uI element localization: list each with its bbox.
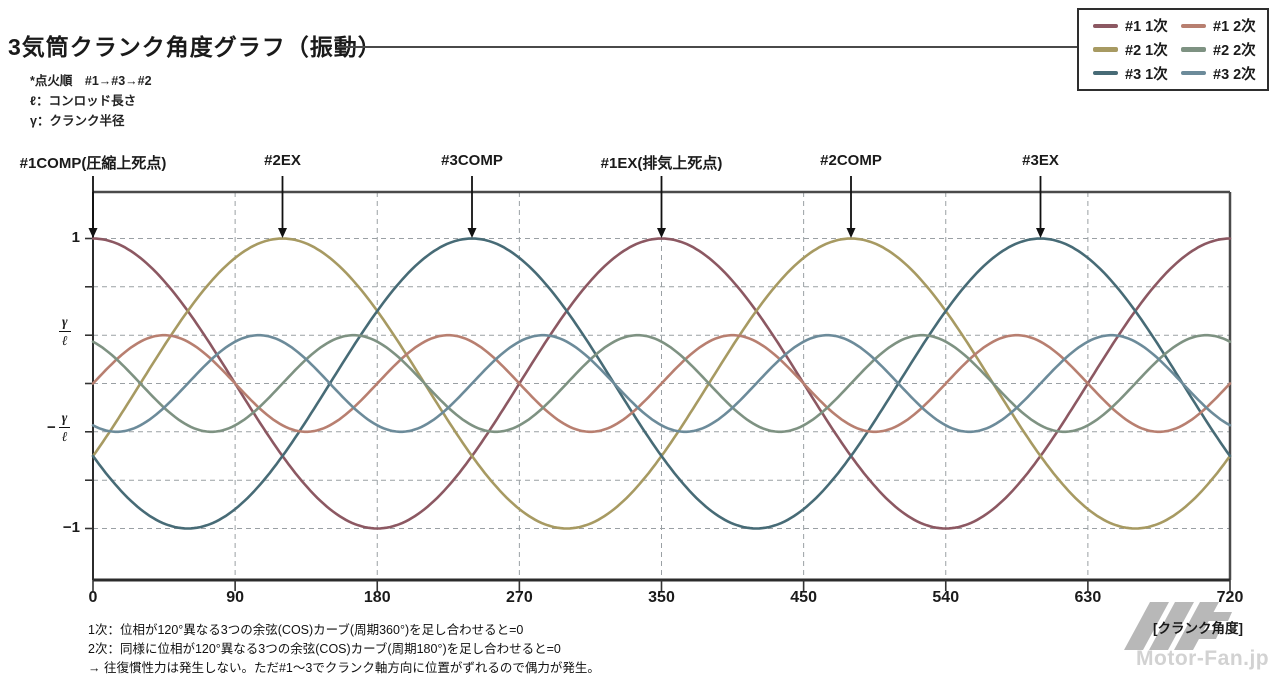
x-tick-label: 0 <box>88 589 98 606</box>
crank-radius-note: γ：クランク半径 <box>30 114 125 128</box>
legend-swatch <box>1181 70 1206 76</box>
ell-symbol: ℓ <box>61 428 68 444</box>
series-curve-3 <box>91 237 1232 530</box>
series-curve-4 <box>91 333 1232 434</box>
annotation-arrowhead-icon <box>88 228 98 238</box>
annotation-label: #1COMP(圧縮上死点) <box>19 155 167 172</box>
x-tick-label: 350 <box>648 589 675 606</box>
x-tick-label: 450 <box>790 589 817 606</box>
conrod-length-note: ℓ：コンロッド長さ <box>30 94 137 108</box>
legend-item-label: #2 1次 <box>1125 42 1168 59</box>
gamma-over-ell-fraction: γ ℓ <box>59 315 71 347</box>
firing-order-note: *点火順 #1→#3→#2 <box>30 74 152 88</box>
annotation-arrowhead-icon <box>657 228 666 238</box>
watermark-text: Motor-Fan.jp <box>1136 647 1270 670</box>
title-rule <box>338 46 1077 48</box>
legend-item-label: #3 2次 <box>1213 66 1256 83</box>
y-axis-label-1: 1 <box>71 229 80 246</box>
gamma-over-ell-fraction: γ ℓ <box>58 411 71 444</box>
legend-swatch <box>1093 47 1118 52</box>
ell-symbol: ℓ <box>61 332 68 348</box>
legend-item-label: #2 2次 <box>1213 42 1256 59</box>
x-tick-label: 540 <box>932 589 960 606</box>
legend-item: #2 2次 <box>1181 38 1261 62</box>
legend-swatch <box>1181 47 1206 52</box>
legend-item: #1 2次 <box>1181 14 1261 38</box>
legend-swatch <box>1093 70 1118 76</box>
footnote-line-2: 2次：同様に位相が120°異なる3つの余弦(COS)カーブ(周期180°)を足し… <box>88 642 561 656</box>
legend-item-label: #1 1次 <box>1125 19 1168 36</box>
series-curve-5 <box>91 333 1232 434</box>
x-axis-unit-label: [クランク角度] <box>1153 621 1243 636</box>
annotation-arrowhead-icon <box>467 228 477 238</box>
legend-items: #1 1次 #2 1次 #3 1次 #1 2次 #2 2次 #3 2次 <box>1079 10 1267 89</box>
x-tick-label: 630 <box>1074 589 1102 606</box>
y-axis-label-gamma-over-ell: γ ℓ <box>59 315 71 347</box>
annotation-label: #2EX <box>264 152 301 169</box>
footnote-line-3: → 往復慣性力は発生しない。ただ#1～3でクランク軸方向に位置がずれるので偶力が… <box>88 661 600 675</box>
x-tick-label: 270 <box>506 589 533 606</box>
gamma-symbol: γ <box>59 315 71 332</box>
legend-box: #1 1次 #2 1次 #3 1次 #1 2次 #2 2次 #3 2次 <box>1077 8 1269 91</box>
x-tick-label: 720 <box>1216 589 1244 606</box>
annotation-label: #2COMP <box>820 152 882 169</box>
y-axis-label-neg-1: −1 <box>62 519 80 536</box>
legend-item-label: #3 1次 <box>1125 66 1168 83</box>
annotation-label: #3COMP <box>441 152 503 169</box>
footnote-line-1: 1次：位相が120°異なる3つの余弦(COS)カーブ(周期360°)を足し合わせ… <box>88 623 524 637</box>
annotation-arrowhead-icon <box>1036 228 1045 238</box>
legend-swatch <box>1093 23 1118 29</box>
legend-item-label: #1 2次 <box>1213 19 1256 36</box>
annotation-label: #1EX(排気上死点) <box>600 155 723 172</box>
annotation-arrowhead-icon <box>278 228 287 238</box>
annotation-label: #3EX <box>1022 152 1059 169</box>
legend-item: #3 1次 <box>1093 61 1173 85</box>
y-axis-label-neg-gamma-over-ell: − γ ℓ <box>47 411 71 444</box>
watermark-logo <box>1124 602 1232 650</box>
series-curve-6 <box>91 333 1232 434</box>
legend-item: #3 2次 <box>1181 61 1261 85</box>
minus-sign: − <box>47 418 56 436</box>
legend-item: #1 1次 <box>1093 14 1173 38</box>
x-tick-label: 90 <box>226 589 245 606</box>
x-tick-label: 180 <box>363 589 391 606</box>
page-title: 3気筒クランク角度グラフ（振動） <box>8 34 382 60</box>
annotation-arrowhead-icon <box>846 228 856 238</box>
legend-swatch <box>1181 23 1206 29</box>
legend-item: #2 1次 <box>1093 38 1173 62</box>
gamma-symbol: γ <box>58 411 71 428</box>
